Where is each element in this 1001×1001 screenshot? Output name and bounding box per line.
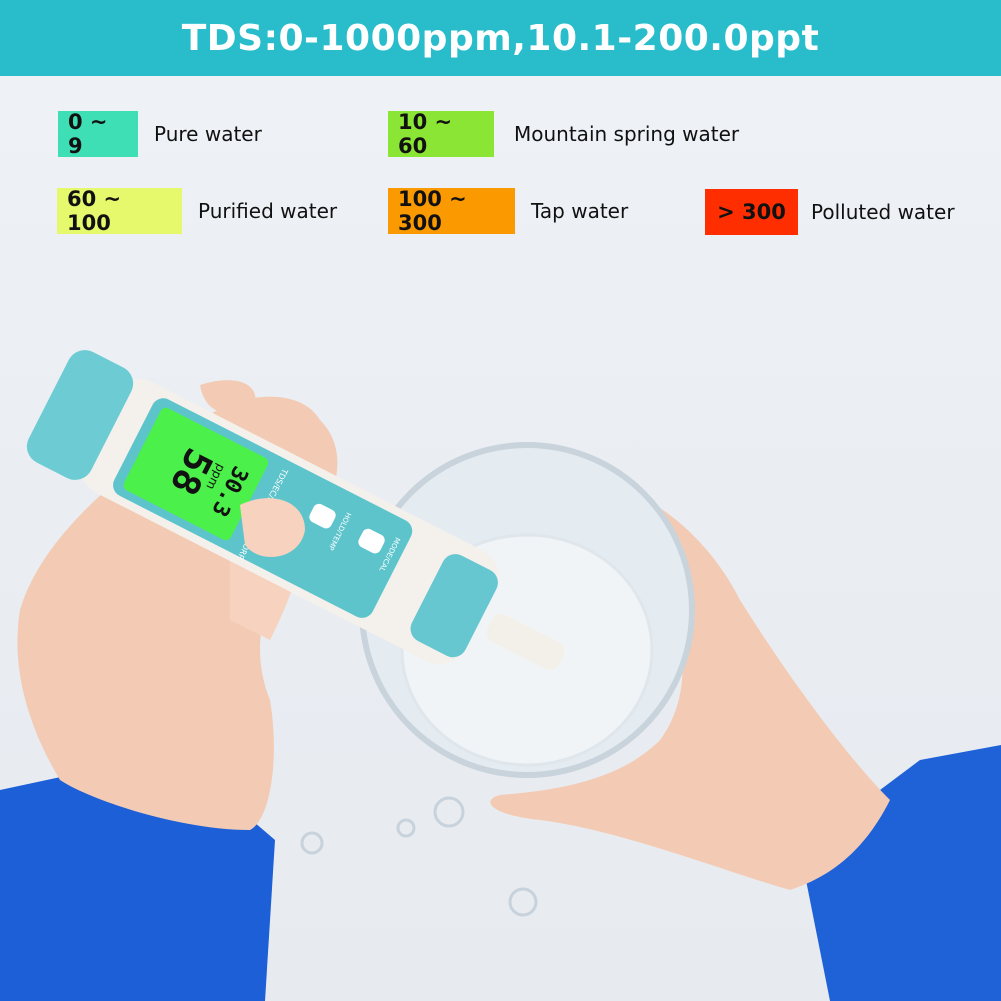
right-hand (490, 478, 890, 890)
meter-probe (486, 613, 565, 671)
index-finger (200, 380, 256, 414)
mode-cal-button[interactable] (356, 527, 386, 556)
water-drop (396, 818, 416, 838)
right-sleeve (800, 745, 1001, 1001)
legend-item-purified: 60 ~ 100 Purified water (57, 187, 338, 235)
legend-item-spring: 10 ~ 60 Mountain spring water (388, 110, 740, 158)
thumb-tip (240, 498, 305, 557)
legend-item-tap: 100 ~ 300 Tap water (388, 187, 629, 235)
range-badge: 0 ~ 9 (58, 110, 138, 158)
range-badge: 10 ~ 60 (388, 110, 494, 158)
left-sleeve (0, 775, 275, 1001)
meter-collar (410, 554, 498, 658)
legend-label: Pure water (154, 122, 262, 146)
range-badge: > 300 (705, 189, 798, 235)
legend-label: Tap water (531, 199, 629, 223)
legend-item-pure: 0 ~ 9 Pure water (58, 110, 262, 158)
water-drop (433, 796, 465, 828)
hold-temp-button[interactable] (307, 502, 337, 531)
title-banner: TDS:0-1000ppm,10.1-200.0ppt (0, 0, 1001, 76)
range-badge: 100 ~ 300 (388, 187, 515, 235)
meter-cap (26, 350, 134, 480)
legend-item-polluted: > 300 Polluted water (705, 189, 955, 235)
banner-title: TDS:0-1000ppm,10.1-200.0ppt (181, 17, 820, 59)
meter-display (123, 407, 269, 541)
legend-label: Purified water (198, 199, 338, 223)
water-drop (508, 887, 538, 917)
legend-label: Mountain spring water (514, 122, 740, 146)
range-badge: 60 ~ 100 (57, 187, 182, 235)
water-drop (300, 831, 324, 855)
legend-label: Polluted water (811, 200, 955, 224)
